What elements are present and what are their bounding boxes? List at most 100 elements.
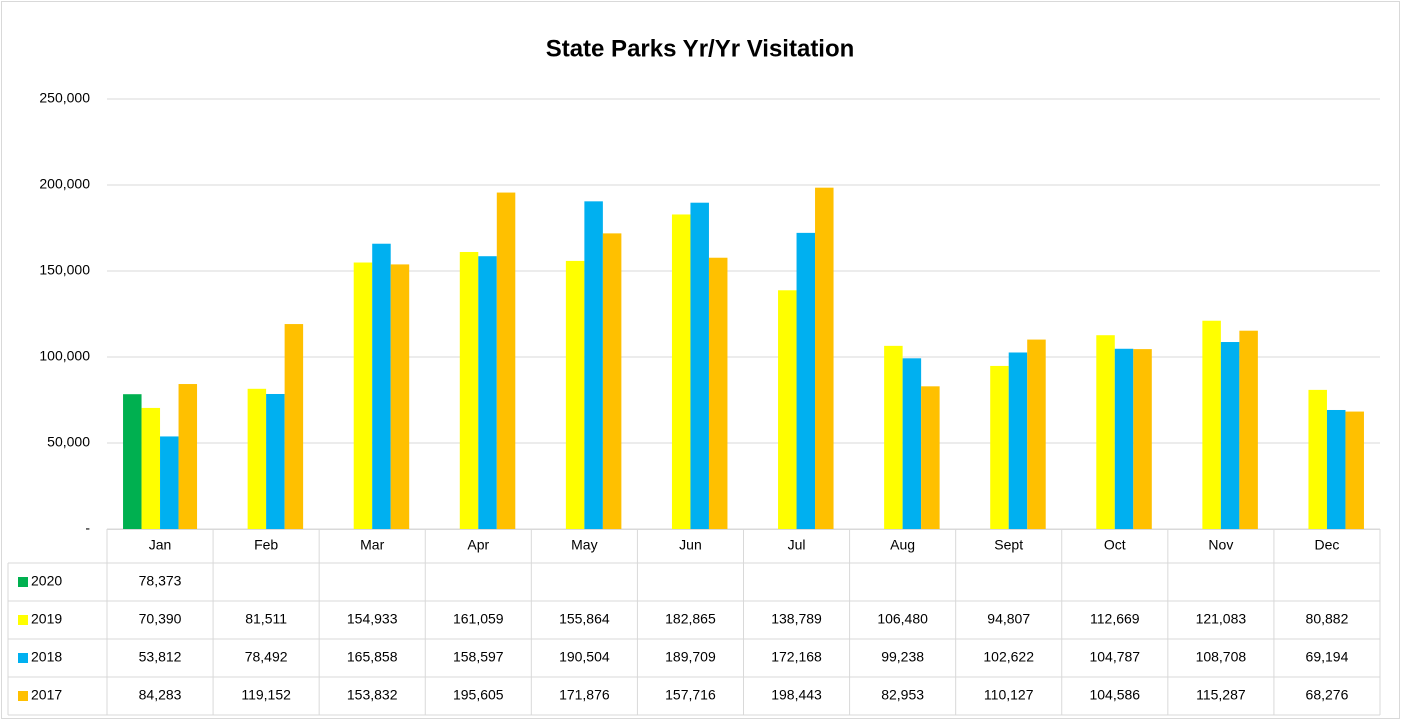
legend-label: 2018 bbox=[31, 649, 62, 665]
table-value: 84,283 bbox=[139, 687, 182, 703]
bar bbox=[1114, 348, 1134, 529]
bar bbox=[1008, 352, 1028, 529]
x-tick-label: May bbox=[571, 537, 597, 553]
table-value: 80,882 bbox=[1306, 611, 1349, 627]
chart-title: State Parks Yr/Yr Visitation bbox=[546, 35, 855, 62]
y-tick-label: 100,000 bbox=[39, 348, 90, 364]
x-tick-label: Oct bbox=[1104, 537, 1126, 553]
legend-swatch bbox=[18, 577, 28, 587]
legend-swatch bbox=[18, 691, 28, 701]
table-value: 81,511 bbox=[245, 611, 287, 627]
bar bbox=[921, 386, 940, 529]
table-value: 198,443 bbox=[771, 687, 822, 703]
bar bbox=[372, 243, 391, 529]
table-value: 99,238 bbox=[881, 649, 924, 665]
y-tick-label: 200,000 bbox=[39, 176, 90, 192]
table-value: 69,194 bbox=[1306, 649, 1349, 665]
bar bbox=[266, 393, 285, 529]
bar bbox=[1308, 389, 1327, 529]
bar bbox=[671, 214, 691, 529]
table-value: 182,865 bbox=[665, 611, 716, 627]
table-value: 138,789 bbox=[771, 611, 822, 627]
table-value: 165,858 bbox=[347, 649, 398, 665]
x-tick-label: Nov bbox=[1208, 537, 1233, 553]
bar bbox=[990, 365, 1009, 529]
bar bbox=[160, 436, 179, 529]
bar bbox=[1027, 339, 1046, 529]
bar bbox=[1220, 342, 1240, 529]
bar bbox=[353, 262, 373, 529]
bar bbox=[247, 388, 267, 529]
table-value: 104,586 bbox=[1089, 687, 1140, 703]
table-value: 154,933 bbox=[347, 611, 398, 627]
x-tick-label: Feb bbox=[254, 537, 278, 553]
table-value: 78,492 bbox=[245, 649, 288, 665]
bar bbox=[1345, 411, 1364, 529]
table-value: 171,876 bbox=[559, 687, 610, 703]
table-value: 110,127 bbox=[984, 687, 1034, 703]
table-value: 106,480 bbox=[877, 611, 928, 627]
table-value: 119,152 bbox=[241, 687, 291, 703]
bar bbox=[478, 256, 497, 529]
table-value: 189,709 bbox=[665, 649, 716, 665]
bar bbox=[778, 290, 797, 529]
bar bbox=[884, 345, 903, 529]
table-value: 82,953 bbox=[881, 687, 924, 703]
table-value: 94,807 bbox=[987, 611, 1030, 627]
x-tick-label: Jan bbox=[149, 537, 172, 553]
x-tick-label: Sept bbox=[994, 537, 1023, 553]
y-tick-label: 50,000 bbox=[47, 434, 90, 450]
table-value: 78,373 bbox=[139, 573, 182, 589]
bar bbox=[178, 384, 198, 529]
table-value: 157,716 bbox=[665, 687, 716, 703]
bar bbox=[1239, 330, 1258, 529]
legend-label: 2019 bbox=[31, 611, 62, 627]
table-value: 195,605 bbox=[453, 687, 504, 703]
bar bbox=[141, 407, 161, 529]
table-value: 190,504 bbox=[559, 649, 610, 665]
bar bbox=[496, 192, 516, 530]
bar bbox=[602, 233, 622, 529]
x-tick-label: Jun bbox=[679, 537, 702, 553]
table-value: 104,787 bbox=[1089, 649, 1140, 665]
x-tick-label: Mar bbox=[360, 537, 384, 553]
table-value: 108,708 bbox=[1196, 649, 1247, 665]
table-value: 172,168 bbox=[771, 649, 822, 665]
legend-swatch bbox=[18, 615, 28, 625]
bar bbox=[796, 232, 816, 529]
y-tick-label: - bbox=[85, 520, 90, 536]
bar bbox=[584, 201, 603, 529]
table-value: 112,669 bbox=[1090, 611, 1140, 627]
bar bbox=[1326, 409, 1346, 529]
table-value: 121,083 bbox=[1196, 611, 1247, 627]
bar bbox=[1202, 320, 1221, 529]
table-value: 102,622 bbox=[983, 649, 1034, 665]
bar bbox=[1133, 349, 1152, 529]
x-tick-label: Jul bbox=[788, 537, 806, 553]
x-tick-label: Dec bbox=[1315, 537, 1340, 553]
bar bbox=[390, 264, 410, 529]
bar bbox=[690, 202, 709, 530]
y-tick-label: 150,000 bbox=[39, 262, 90, 278]
bar bbox=[565, 260, 585, 529]
table-value: 70,390 bbox=[139, 611, 182, 627]
legend-label: 2020 bbox=[31, 573, 62, 589]
table-value: 158,597 bbox=[453, 649, 504, 665]
table-value: 153,832 bbox=[347, 687, 398, 703]
table-value: 161,059 bbox=[453, 611, 504, 627]
bar bbox=[459, 251, 479, 529]
bar bbox=[708, 257, 728, 529]
bar bbox=[815, 187, 834, 529]
table-value: 68,276 bbox=[1306, 687, 1349, 703]
bar bbox=[902, 358, 922, 529]
bar bbox=[1096, 335, 1115, 529]
table-value: 155,864 bbox=[559, 611, 610, 627]
bar bbox=[284, 324, 304, 529]
legend-swatch bbox=[18, 653, 28, 663]
x-tick-label: Apr bbox=[467, 537, 489, 553]
legend-label: 2017 bbox=[31, 687, 62, 703]
table-value: 115,287 bbox=[1196, 687, 1246, 703]
table-value: 53,812 bbox=[139, 649, 182, 665]
